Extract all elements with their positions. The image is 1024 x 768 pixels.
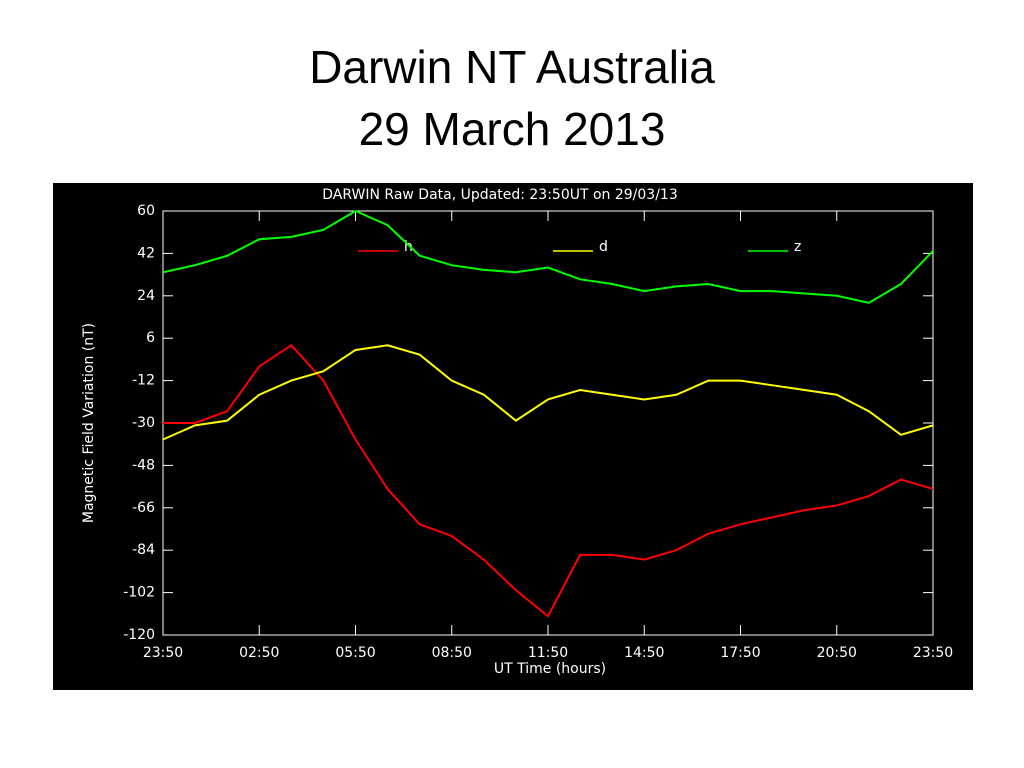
subtitle: 29 March 2013 [358, 103, 666, 155]
x-tick-label: 02:50 [239, 645, 279, 661]
series-line [162, 209, 934, 304]
legend-label: d [599, 239, 608, 255]
legend-label: h [404, 239, 413, 255]
plot-title: DARWIN Raw Data, Updated: 23:50UT on 29/… [322, 187, 678, 203]
x-tick-label: 08:50 [432, 645, 472, 661]
y-axis-label: Magnetic Field Variation (nT) [81, 323, 97, 523]
series-line [163, 343, 934, 618]
x-tick-label: 23:50 [913, 645, 953, 661]
y-tick-label: -30 [132, 415, 155, 431]
y-tick-label: 60 [137, 203, 155, 219]
y-tick-label: 24 [137, 288, 155, 304]
x-tick-label: 17:50 [720, 645, 760, 661]
slide-title: Darwin NT Australia 29 March 2013 [0, 36, 1024, 160]
title: Darwin NT Australia [309, 41, 715, 93]
y-tick-label: -120 [123, 627, 155, 643]
y-tick-label: -84 [132, 542, 155, 558]
x-tick-label: 14:50 [624, 645, 664, 661]
x-tick-label: 20:50 [817, 645, 857, 661]
chart-background [53, 183, 973, 690]
x-axis-label: UT Time (hours) [494, 661, 606, 677]
x-tick-label: 11:50 [528, 645, 568, 661]
y-tick-label: 6 [146, 330, 155, 346]
x-tick-label: 05:50 [335, 645, 375, 661]
y-tick-label: -12 [132, 373, 155, 389]
series-line [162, 344, 934, 441]
y-tick-label: -48 [132, 457, 155, 473]
chart: DARWIN Raw Data, Updated: 23:50UT on 29/… [53, 183, 973, 690]
y-tick-label: 42 [137, 245, 155, 261]
y-tick-label: -102 [123, 585, 155, 601]
x-tick-label: 23:50 [143, 645, 183, 661]
y-tick-label: -66 [132, 500, 155, 516]
legend-label: z [794, 239, 801, 255]
